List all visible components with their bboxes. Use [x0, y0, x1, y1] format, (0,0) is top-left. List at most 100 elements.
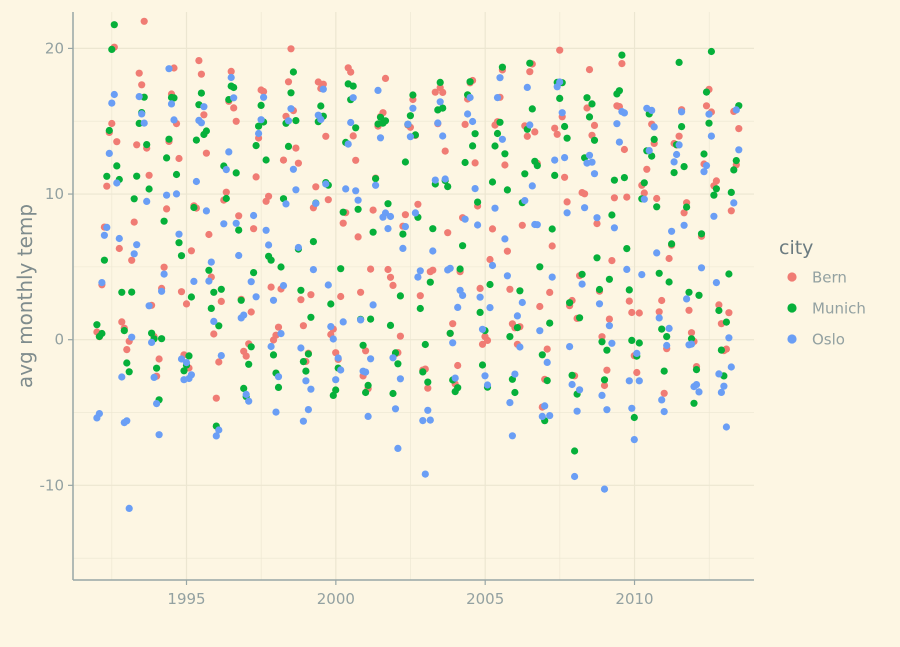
- data-point-munich: [488, 178, 497, 186]
- data-point-munich: [389, 389, 397, 398]
- data-point-munich: [538, 351, 546, 359]
- data-point-oslo: [110, 90, 118, 99]
- data-point-munich: [556, 94, 564, 102]
- data-point-oslo: [635, 377, 643, 385]
- data-point-oslo: [464, 110, 472, 118]
- data-point-bern: [227, 67, 235, 75]
- data-point-bern: [620, 145, 629, 154]
- data-point-munich: [165, 135, 173, 143]
- data-point-oslo: [210, 317, 218, 325]
- data-point-oslo: [459, 291, 467, 299]
- data-point-oslo: [324, 281, 332, 289]
- data-point-oslo: [160, 270, 168, 278]
- data-point-munich: [471, 130, 479, 138]
- data-point-oslo: [446, 264, 454, 272]
- data-point-munich: [461, 158, 469, 167]
- data-point-bern: [222, 188, 230, 196]
- data-point-oslo: [200, 103, 208, 111]
- data-point-munich: [317, 102, 325, 110]
- data-point-bern: [685, 306, 693, 314]
- data-point-oslo: [573, 407, 581, 415]
- data-point-bern: [242, 352, 250, 360]
- data-point-oslo: [615, 138, 624, 146]
- data-point-oslo: [541, 402, 549, 410]
- data-point-oslo: [396, 375, 404, 383]
- data-point-bern: [212, 394, 220, 402]
- data-point-oslo: [172, 190, 181, 198]
- data-point-bern: [265, 192, 273, 200]
- data-point-oslo: [715, 370, 723, 378]
- y-tick-label: -10: [40, 476, 65, 494]
- data-point-oslo: [349, 94, 357, 102]
- data-point-bern: [553, 130, 561, 138]
- data-point-oslo: [600, 485, 609, 493]
- data-point-oslo: [476, 293, 484, 301]
- data-point-munich: [506, 333, 514, 341]
- data-point-bern: [369, 206, 377, 214]
- data-point-oslo: [630, 436, 638, 444]
- legend-label-bern: Bern: [812, 269, 847, 287]
- data-point-bern: [523, 132, 531, 140]
- y-tick-label: 0: [54, 331, 64, 349]
- data-point-bern: [461, 120, 469, 128]
- data-point-munich: [267, 256, 275, 264]
- data-point-oslo: [633, 349, 641, 357]
- data-point-munich: [658, 325, 666, 333]
- data-point-munich: [722, 318, 731, 326]
- data-point-oslo: [287, 105, 295, 113]
- data-point-munich: [297, 286, 305, 294]
- data-point-oslo: [202, 207, 210, 215]
- data-point-oslo: [678, 108, 686, 116]
- data-point-bern: [561, 173, 569, 181]
- data-point-munich: [469, 142, 477, 150]
- data-point-oslo: [299, 417, 307, 425]
- data-point-bern: [163, 205, 171, 213]
- data-point-bern: [215, 358, 223, 366]
- data-point-oslo: [511, 370, 519, 378]
- data-point-oslo: [673, 150, 681, 159]
- data-point-munich: [354, 205, 362, 213]
- data-point-bern: [628, 308, 636, 317]
- data-point-bern: [590, 121, 599, 129]
- data-point-oslo: [416, 267, 424, 275]
- data-point-oslo: [235, 251, 243, 260]
- data-point-munich: [349, 82, 357, 90]
- data-point-munich: [247, 343, 255, 351]
- data-point-munich: [653, 203, 661, 211]
- data-point-bern: [643, 165, 651, 173]
- data-point-oslo: [687, 340, 696, 348]
- data-point-oslo: [115, 234, 123, 243]
- data-point-bern: [138, 81, 146, 89]
- data-point-oslo: [342, 185, 350, 193]
- data-point-oslo: [207, 258, 215, 266]
- data-point-oslo: [245, 397, 253, 405]
- data-point-munich: [583, 94, 591, 102]
- data-point-oslo: [675, 141, 683, 149]
- data-point-munich: [516, 287, 524, 295]
- data-point-bern: [603, 366, 611, 374]
- data-point-oslo: [230, 94, 238, 102]
- data-point-oslo: [697, 264, 706, 272]
- data-point-oslo: [568, 380, 576, 389]
- data-point-munich: [103, 172, 111, 180]
- data-point-oslo: [513, 312, 522, 320]
- data-point-oslo: [653, 249, 661, 257]
- data-point-munich: [511, 388, 519, 397]
- data-point-bern: [205, 230, 213, 239]
- data-point-oslo: [707, 132, 716, 140]
- data-point-munich: [493, 129, 502, 138]
- data-point-oslo: [167, 100, 176, 108]
- data-point-bern: [108, 119, 116, 128]
- data-point-oslo: [108, 99, 116, 107]
- data-point-oslo: [334, 354, 342, 362]
- data-point-bern: [123, 346, 131, 354]
- data-point-munich: [446, 329, 454, 337]
- data-point-bern: [103, 182, 111, 190]
- data-point-munich: [245, 360, 253, 368]
- data-point-oslo: [399, 244, 407, 252]
- data-point-oslo: [125, 504, 133, 512]
- data-point-munich: [289, 68, 297, 76]
- data-point-oslo: [190, 277, 198, 285]
- data-point-bern: [386, 273, 395, 281]
